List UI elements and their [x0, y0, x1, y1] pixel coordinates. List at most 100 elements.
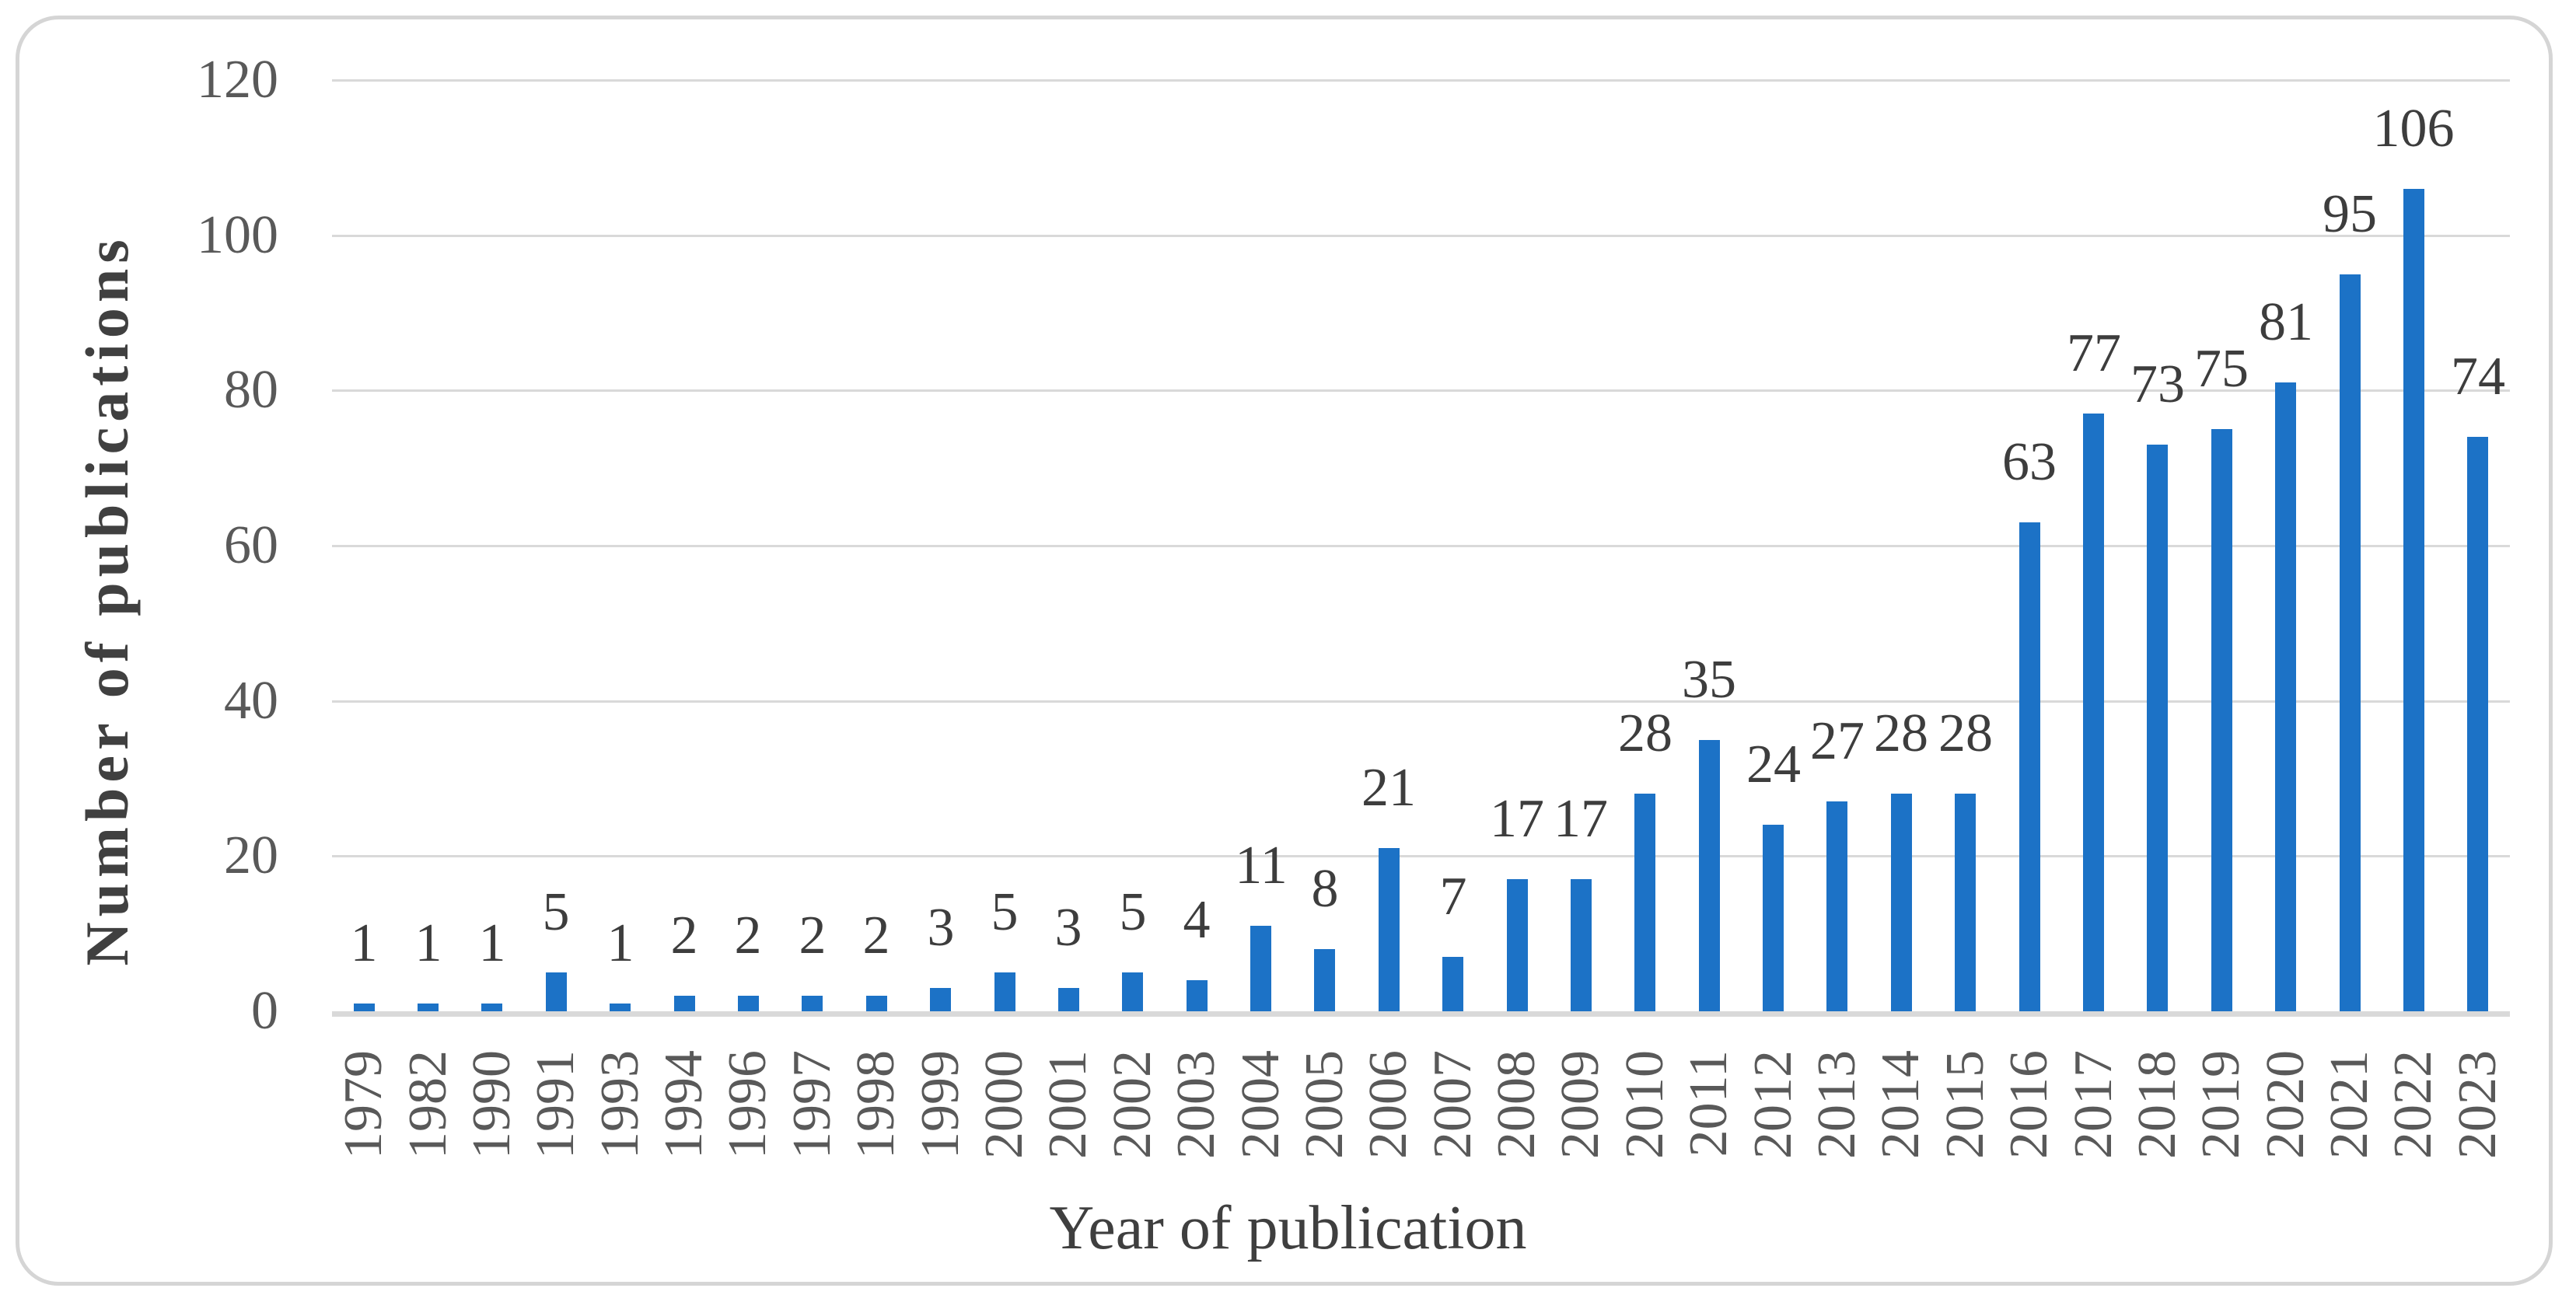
x-tick-label-text: 2017 — [2064, 1050, 2123, 1159]
x-tick-label-2012: 2012 — [1743, 1050, 1803, 1159]
bar-2013 — [1826, 801, 1847, 1011]
x-tick-label-2008: 2008 — [1487, 1050, 1547, 1159]
y-tick-label-80: 80 — [224, 360, 278, 420]
data-label-2010: 28 — [1618, 703, 1672, 763]
bar-2021 — [2340, 274, 2361, 1011]
x-tick-label-2016: 2016 — [1999, 1050, 2059, 1159]
x-tick-label-text: 2016 — [1999, 1050, 2059, 1159]
x-tick-label-text: 2010 — [1615, 1050, 1675, 1159]
bar-2003 — [1187, 980, 1208, 1011]
bar-2017 — [2083, 414, 2104, 1011]
x-tick-label-text: 1997 — [782, 1050, 842, 1159]
bar-2015 — [1955, 794, 1976, 1011]
y-tick-label-40: 40 — [224, 671, 278, 731]
data-label-2009: 17 — [1554, 789, 1608, 849]
data-label-2007: 7 — [1439, 867, 1467, 927]
data-label-2017: 77 — [2067, 323, 2121, 383]
x-tick-label-2002: 2002 — [1103, 1050, 1162, 1159]
bar-1998 — [866, 996, 887, 1011]
x-tick-label-text: 2023 — [2448, 1050, 2508, 1159]
bar-1993 — [610, 1004, 631, 1011]
x-tick-label-2010: 2010 — [1615, 1050, 1675, 1159]
data-label-1993: 1 — [606, 913, 634, 973]
x-tick-label-text: 2001 — [1038, 1050, 1098, 1159]
x-tick-label-1998: 1998 — [846, 1050, 906, 1159]
data-label-1997: 2 — [799, 906, 827, 965]
x-tick-label-text: 2012 — [1743, 1050, 1803, 1159]
x-tick-label-text: 2000 — [974, 1050, 1034, 1159]
x-tick-label-text: 2021 — [2319, 1050, 2379, 1159]
x-tick-label-2009: 2009 — [1550, 1050, 1610, 1159]
data-label-2002: 5 — [1119, 882, 1147, 942]
bar-2005 — [1314, 949, 1335, 1011]
x-tick-label-2000: 2000 — [974, 1050, 1034, 1159]
x-tick-label-text: 2008 — [1487, 1050, 1547, 1159]
x-tick-label-text: 2009 — [1550, 1050, 1610, 1159]
bar-2020 — [2275, 382, 2296, 1011]
x-tick-label-2005: 2005 — [1295, 1050, 1354, 1159]
x-tick-label-2017: 2017 — [2064, 1050, 2123, 1159]
data-label-2015: 28 — [1938, 703, 1993, 763]
bar-2014 — [1891, 794, 1912, 1011]
data-label-2022: 106 — [2372, 99, 2455, 159]
data-label-1996: 2 — [734, 906, 762, 965]
x-tick-label-2020: 2020 — [2256, 1050, 2316, 1159]
gridline-y-40 — [332, 700, 2510, 703]
bar-2010 — [1634, 794, 1655, 1011]
x-tick-label-text: 2015 — [1935, 1050, 1995, 1159]
x-axis-title: Year of publication — [1049, 1194, 1527, 1262]
gridline-y-60 — [332, 545, 2510, 547]
x-tick-label-text: 1991 — [526, 1050, 585, 1159]
data-label-2008: 17 — [1490, 789, 1544, 849]
data-label-1998: 2 — [862, 906, 890, 965]
x-tick-label-text: 1994 — [654, 1050, 714, 1159]
x-tick-label-text: 1990 — [462, 1050, 522, 1159]
data-label-2004: 11 — [1235, 836, 1288, 895]
x-tick-label-text: 2019 — [2191, 1050, 2251, 1159]
bar-2009 — [1571, 879, 1592, 1011]
x-tick-label-text: 2011 — [1679, 1050, 1739, 1157]
bar-2001 — [1058, 988, 1079, 1011]
x-tick-label-text: 2006 — [1358, 1050, 1418, 1159]
x-tick-label-1994: 1994 — [654, 1050, 714, 1159]
x-tick-label-1982: 1982 — [398, 1050, 458, 1159]
bar-2023 — [2467, 437, 2488, 1011]
x-tick-label-2006: 2006 — [1358, 1050, 1418, 1159]
x-tick-label-text: 2007 — [1423, 1050, 1483, 1159]
data-label-2012: 24 — [1746, 735, 1801, 794]
data-label-2018: 73 — [2130, 354, 2185, 414]
y-tick-label-0: 0 — [251, 981, 278, 1041]
bar-2011 — [1699, 740, 1720, 1011]
gridline-y-120 — [332, 79, 2510, 82]
bar-1996 — [738, 996, 759, 1011]
data-label-2005: 8 — [1311, 859, 1339, 919]
x-tick-label-text: 2013 — [1807, 1050, 1867, 1159]
bar-1990 — [481, 1004, 502, 1011]
x-tick-label-1997: 1997 — [782, 1050, 842, 1159]
data-label-2000: 5 — [991, 882, 1019, 942]
data-label-2003: 4 — [1183, 890, 1211, 950]
x-tick-label-2001: 2001 — [1038, 1050, 1098, 1159]
x-tick-label-text: 2003 — [1166, 1050, 1226, 1159]
chart-frame — [16, 16, 2553, 1286]
x-tick-label-2022: 2022 — [2383, 1050, 2443, 1159]
y-tick-label-20: 20 — [224, 826, 278, 885]
x-tick-label-text: 2004 — [1231, 1050, 1291, 1159]
x-tick-label-2019: 2019 — [2191, 1050, 2251, 1159]
bar-1982 — [418, 1004, 439, 1011]
bar-2006 — [1379, 848, 1400, 1011]
x-axis-line — [332, 1011, 2510, 1017]
bar-2004 — [1250, 926, 1271, 1011]
bar-2000 — [994, 972, 1015, 1011]
x-tick-label-text: 1998 — [846, 1050, 906, 1159]
x-tick-label-1999: 1999 — [911, 1050, 970, 1159]
data-label-1991: 5 — [542, 882, 570, 942]
x-tick-label-2011: 2011 — [1679, 1050, 1739, 1157]
bar-2022 — [2403, 189, 2424, 1011]
x-tick-label-2023: 2023 — [2448, 1050, 2508, 1159]
bar-2008 — [1507, 879, 1528, 1011]
x-tick-label-text: 2018 — [2127, 1050, 2187, 1159]
data-label-1994: 2 — [670, 906, 698, 965]
data-label-2021: 95 — [2323, 184, 2377, 244]
